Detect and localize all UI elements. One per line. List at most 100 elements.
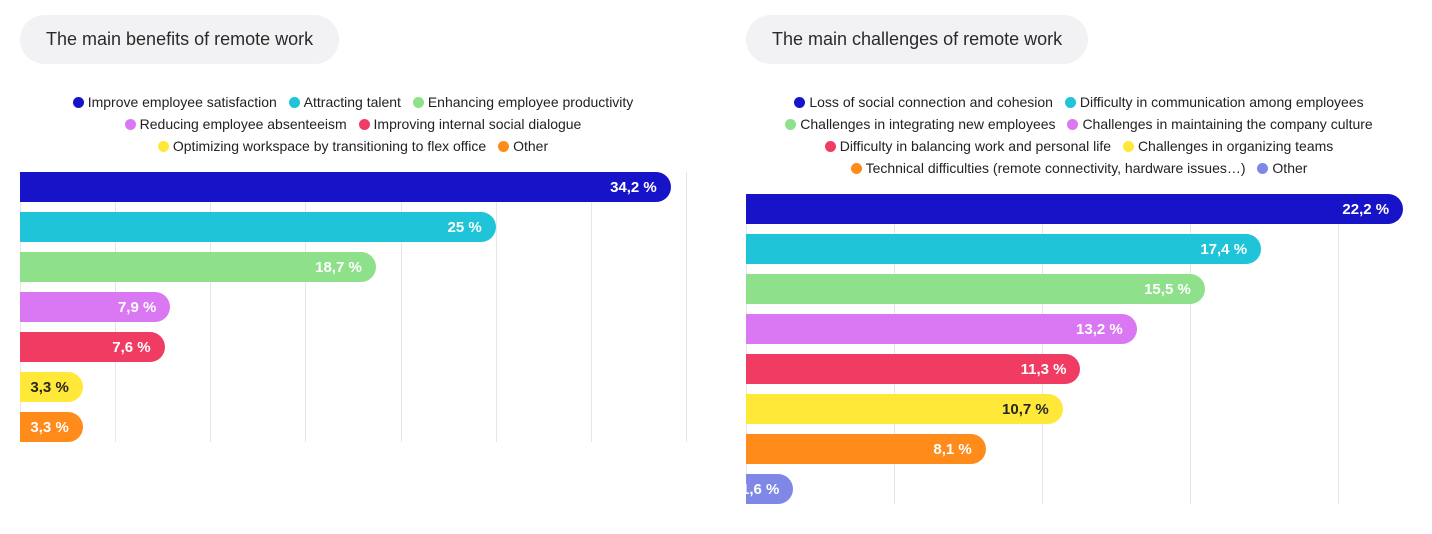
bar: 15,5 %	[746, 274, 1205, 304]
legend-label: Reducing employee absenteeism	[140, 114, 347, 135]
bar-row: 3,3 %	[20, 372, 686, 402]
bar-value-label: 17,4 %	[1200, 241, 1247, 258]
bar-row: 1,6 %	[746, 474, 1412, 504]
bar-row: 8,1 %	[746, 434, 1412, 464]
legend-item: Improve employee satisfaction	[73, 92, 277, 113]
bar: 34,2 %	[20, 172, 671, 202]
legend-label: Other	[513, 136, 548, 157]
bar: 7,6 %	[20, 332, 165, 362]
legend-swatch	[125, 119, 136, 130]
challenges-title: The main challenges of remote work	[746, 15, 1088, 64]
benefits-panel: The main benefits of remote work Improve…	[20, 15, 686, 514]
bar-row: 10,7 %	[746, 394, 1412, 424]
legend-swatch	[1257, 163, 1268, 174]
bar-value-label: 13,2 %	[1076, 321, 1123, 338]
legend-swatch	[785, 119, 796, 130]
legend-swatch	[413, 97, 424, 108]
bar-value-label: 11,3 %	[1021, 361, 1067, 378]
legend-item: Loss of social connection and cohesion	[794, 92, 1053, 113]
legend-swatch	[1123, 141, 1134, 152]
bar: 1,6 %	[746, 474, 793, 504]
legend-label: Optimizing workspace by transitioning to…	[173, 136, 486, 157]
legend-label: Difficulty in balancing work and persona…	[840, 136, 1111, 157]
gridline	[686, 172, 687, 442]
legend-swatch	[289, 97, 300, 108]
legend-item: Attracting talent	[289, 92, 401, 113]
challenges-panel: The main challenges of remote work Loss …	[746, 15, 1412, 514]
bar: 17,4 %	[746, 234, 1261, 264]
legend-item: Enhancing employee productivity	[413, 92, 633, 113]
bar-row: 34,2 %	[20, 172, 686, 202]
bar: 7,9 %	[20, 292, 170, 322]
legend-item: Difficulty in communication among employ…	[1065, 92, 1364, 113]
benefits-legend: Improve employee satisfaction Attracting…	[20, 92, 686, 158]
bar-row: 15,5 %	[746, 274, 1412, 304]
benefits-title: The main benefits of remote work	[20, 15, 339, 64]
bar: 25 %	[20, 212, 496, 242]
bar-value-label: 10,7 %	[1002, 401, 1049, 418]
legend-item: Technical difficulties (remote connectiv…	[851, 158, 1246, 179]
bar-row: 22,2 %	[746, 194, 1412, 224]
legend-label: Other	[1272, 158, 1307, 179]
bar-value-label: 18,7 %	[315, 259, 362, 276]
bar-value-label: 34,2 %	[610, 179, 657, 196]
bar-value-label: 15,5 %	[1144, 281, 1191, 298]
bar-row: 18,7 %	[20, 252, 686, 282]
legend-item: Other	[498, 136, 548, 157]
legend-swatch	[498, 141, 509, 152]
bar: 22,2 %	[746, 194, 1403, 224]
legend-item: Optimizing workspace by transitioning to…	[158, 136, 486, 157]
bar-value-label: 25 %	[448, 219, 482, 236]
bar: 13,2 %	[746, 314, 1137, 344]
legend-label: Improve employee satisfaction	[88, 92, 277, 113]
bar-value-label: 7,6 %	[112, 339, 150, 356]
legend-label: Challenges in maintaining the company cu…	[1082, 114, 1372, 135]
bar: 3,3 %	[20, 412, 83, 442]
bar-value-label: 3,3 %	[30, 379, 68, 396]
charts-container: The main benefits of remote work Improve…	[0, 0, 1432, 529]
bar-value-label: 1,6 %	[741, 481, 779, 498]
legend-swatch	[825, 141, 836, 152]
legend-label: Enhancing employee productivity	[428, 92, 633, 113]
bar-value-label: 3,3 %	[30, 419, 68, 436]
legend-label: Difficulty in communication among employ…	[1080, 92, 1364, 113]
legend-item: Challenges in maintaining the company cu…	[1067, 114, 1372, 135]
legend-label: Technical difficulties (remote connectiv…	[866, 158, 1246, 179]
bar-row: 7,9 %	[20, 292, 686, 322]
legend-swatch	[73, 97, 84, 108]
legend-label: Loss of social connection and cohesion	[809, 92, 1053, 113]
challenges-bars: 22,2 % 17,4 % 15,5 % 13,2 % 11,3 % 10,7 % 8,1 …	[746, 194, 1412, 504]
bar-row: 13,2 %	[746, 314, 1412, 344]
bar: 11,3 %	[746, 354, 1080, 384]
bar-row: 11,3 %	[746, 354, 1412, 384]
legend-swatch	[851, 163, 862, 174]
legend-item: Improving internal social dialogue	[359, 114, 582, 135]
legend-item: Challenges in organizing teams	[1123, 136, 1333, 157]
legend-item: Difficulty in balancing work and persona…	[825, 136, 1111, 157]
bar: 8,1 %	[746, 434, 986, 464]
legend-label: Challenges in integrating new employees	[800, 114, 1055, 135]
bar-row: 7,6 %	[20, 332, 686, 362]
legend-item: Challenges in integrating new employees	[785, 114, 1055, 135]
bar-row: 25 %	[20, 212, 686, 242]
legend-swatch	[158, 141, 169, 152]
legend-item: Other	[1257, 158, 1307, 179]
legend-label: Challenges in organizing teams	[1138, 136, 1333, 157]
legend-swatch	[1067, 119, 1078, 130]
bar-row: 3,3 %	[20, 412, 686, 442]
bar-row: 17,4 %	[746, 234, 1412, 264]
legend-item: Reducing employee absenteeism	[125, 114, 347, 135]
benefits-bars: 34,2 % 25 % 18,7 % 7,9 % 7,6 % 3,3 % 3,3 %	[20, 172, 686, 442]
bar-value-label: 22,2 %	[1342, 201, 1389, 218]
bar-value-label: 7,9 %	[118, 299, 156, 316]
bar: 10,7 %	[746, 394, 1063, 424]
bar: 18,7 %	[20, 252, 376, 282]
bar: 3,3 %	[20, 372, 83, 402]
legend-label: Improving internal social dialogue	[374, 114, 582, 135]
legend-swatch	[794, 97, 805, 108]
legend-label: Attracting talent	[304, 92, 401, 113]
bar-value-label: 8,1 %	[933, 441, 971, 458]
legend-swatch	[1065, 97, 1076, 108]
legend-swatch	[359, 119, 370, 130]
challenges-legend: Loss of social connection and cohesion D…	[746, 92, 1412, 180]
